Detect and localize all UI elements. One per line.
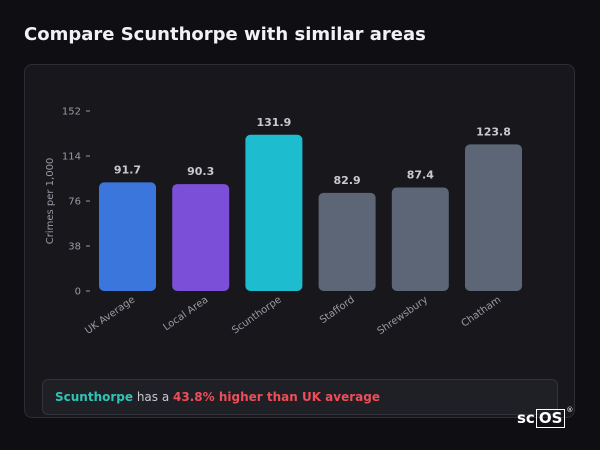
y-tick-label: 76 — [68, 197, 81, 208]
bar-uk-average[interactable] — [99, 182, 156, 291]
brand-logo-prefix: sc — [517, 409, 535, 427]
x-tick-label: UK Average — [83, 294, 137, 336]
bar-value-label: 82.9 — [334, 174, 361, 187]
page-title: Compare Scunthorpe with similar areas — [24, 24, 426, 45]
callout-difference: 43.8% higher than UK average — [173, 390, 380, 404]
registered-mark: ® — [566, 406, 574, 414]
bar-stafford[interactable] — [318, 192, 376, 291]
brand-logo: sc OS ® — [517, 406, 573, 430]
bar-value-label: 87.4 — [407, 169, 434, 182]
bar-value-label: 91.7 — [114, 163, 141, 176]
bar-local-area[interactable] — [172, 184, 230, 291]
y-axis-label: Crimes per 1,000 — [45, 158, 56, 245]
comparison-callout: Scunthorpe has a 43.8% higher than UK av… — [42, 379, 558, 415]
x-axis-labels: UK Average Local Area Scunthorpe Stafford Sh… — [83, 294, 503, 337]
brand-logo-boxed: OS — [535, 408, 566, 428]
x-tick-label: Shrewsbury — [376, 294, 431, 337]
bar-value-label: 90.3 — [187, 165, 214, 178]
bar-value-label: 131.9 — [257, 116, 292, 129]
y-tick-label: 114 — [62, 152, 81, 163]
y-axis-ticks: 0 38 76 114 152 — [62, 107, 90, 298]
callout-area-name: Scunthorpe — [55, 390, 134, 404]
bar-value-label: 123.8 — [476, 125, 511, 138]
y-tick-label: 152 — [62, 107, 81, 118]
bars — [99, 134, 522, 292]
x-tick-label: Local Area — [161, 294, 210, 333]
value-labels: 91.7 90.3 131.9 82.9 87.4 123.8 — [114, 116, 511, 187]
y-tick-label: 0 — [75, 287, 81, 298]
bar-chatham[interactable] — [465, 144, 522, 291]
crime-rate-bar-chart: Crimes per 1,000 0 38 76 114 152 91.7 90.3 131… — [45, 107, 522, 337]
x-tick-label: Stafford — [318, 294, 357, 326]
bar-scunthorpe[interactable] — [245, 134, 303, 291]
x-tick-label: Scunthorpe — [230, 294, 283, 336]
comparison-card: Crimes per 1,000 0 38 76 114 152 91.7 90.3 131… — [24, 64, 575, 418]
x-tick-label: Chatham — [460, 294, 504, 329]
bar-shrewsbury[interactable] — [391, 187, 449, 292]
y-tick-label: 38 — [68, 242, 81, 253]
callout-connector: has a — [133, 390, 174, 404]
